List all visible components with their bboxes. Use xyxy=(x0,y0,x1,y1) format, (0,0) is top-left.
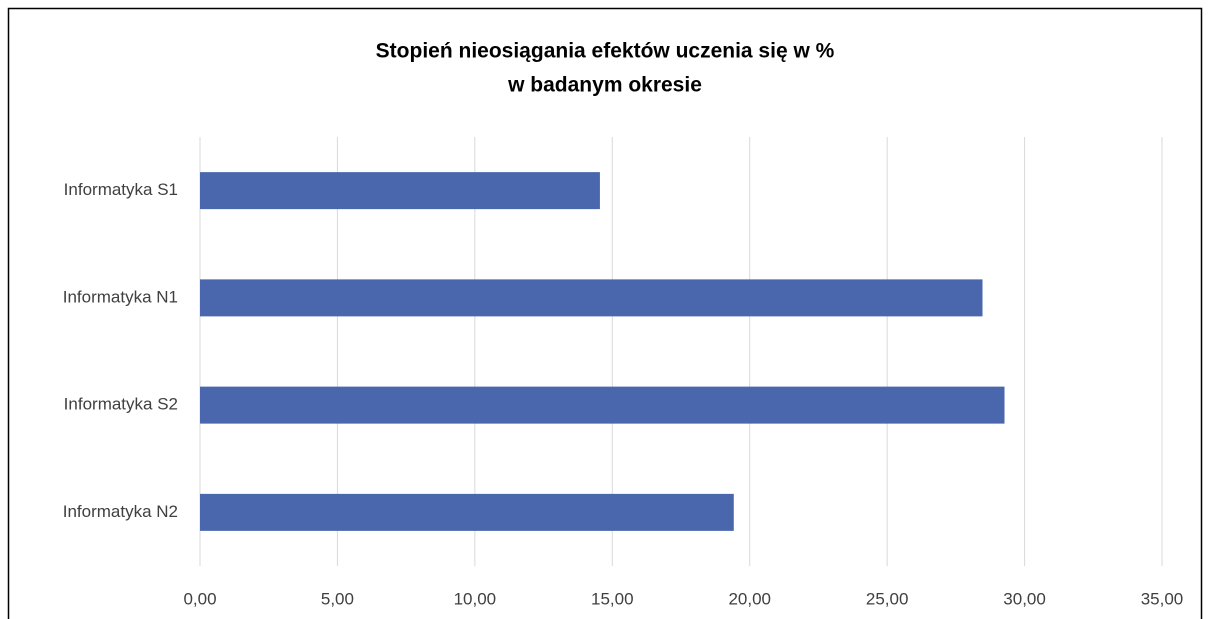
bar xyxy=(200,493,734,531)
y-tick-label: Informatyka N1 xyxy=(63,287,178,306)
y-tick-label: Informatyka N2 xyxy=(63,502,178,521)
x-tick-label: 10,00 xyxy=(454,589,497,608)
x-tick-label: 20,00 xyxy=(728,589,771,608)
bar xyxy=(200,279,983,317)
chart-title: Stopień nieosiągania efektów uczenia się… xyxy=(376,40,835,63)
bar xyxy=(200,386,1005,424)
chart-title: w badanym okresie xyxy=(507,74,702,97)
x-tick-label: 30,00 xyxy=(1003,589,1046,608)
x-tick-label: 0,00 xyxy=(183,589,216,608)
x-tick-label: 15,00 xyxy=(591,589,634,608)
y-tick-label: Informatyka S1 xyxy=(64,180,178,199)
x-tick-label: 25,00 xyxy=(866,589,909,608)
bar xyxy=(200,172,600,210)
x-tick-label: 35,00 xyxy=(1141,589,1184,608)
y-tick-label: Informatyka S2 xyxy=(64,395,178,414)
x-tick-label: 5,00 xyxy=(321,589,354,608)
